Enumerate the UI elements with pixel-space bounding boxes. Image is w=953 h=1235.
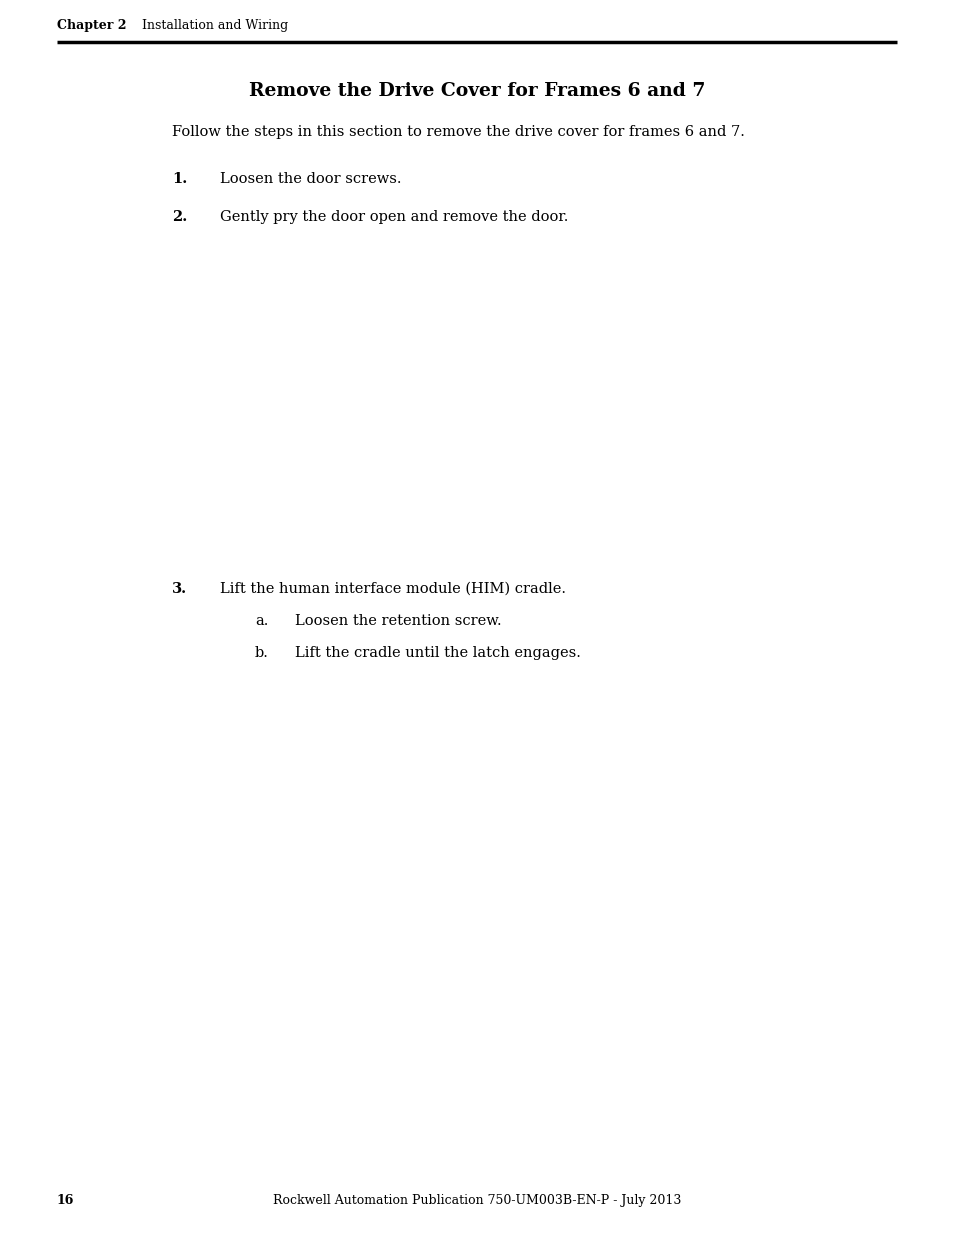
- Text: Rockwell Automation Publication 750-UM003B-EN-P - July 2013: Rockwell Automation Publication 750-UM00…: [273, 1194, 680, 1207]
- Text: Loosen the door screws.: Loosen the door screws.: [220, 172, 401, 186]
- Text: Lift the human interface module (HIM) cradle.: Lift the human interface module (HIM) cr…: [220, 582, 565, 597]
- Text: a.: a.: [254, 614, 268, 629]
- Text: 1.: 1.: [172, 172, 187, 186]
- Text: Lift the cradle until the latch engages.: Lift the cradle until the latch engages.: [294, 646, 580, 659]
- Text: Installation and Wiring: Installation and Wiring: [142, 19, 288, 32]
- Text: 3.: 3.: [172, 582, 187, 597]
- Text: Chapter 2: Chapter 2: [57, 19, 127, 32]
- Text: Follow the steps in this section to remove the drive cover for frames 6 and 7.: Follow the steps in this section to remo…: [172, 125, 744, 140]
- Text: Gently pry the door open and remove the door.: Gently pry the door open and remove the …: [220, 210, 568, 224]
- Text: 16: 16: [57, 1194, 74, 1207]
- Text: Remove the Drive Cover for Frames 6 and 7: Remove the Drive Cover for Frames 6 and …: [249, 82, 704, 100]
- Text: b.: b.: [254, 646, 269, 659]
- Text: Loosen the retention screw.: Loosen the retention screw.: [294, 614, 501, 629]
- Text: 2.: 2.: [172, 210, 187, 224]
